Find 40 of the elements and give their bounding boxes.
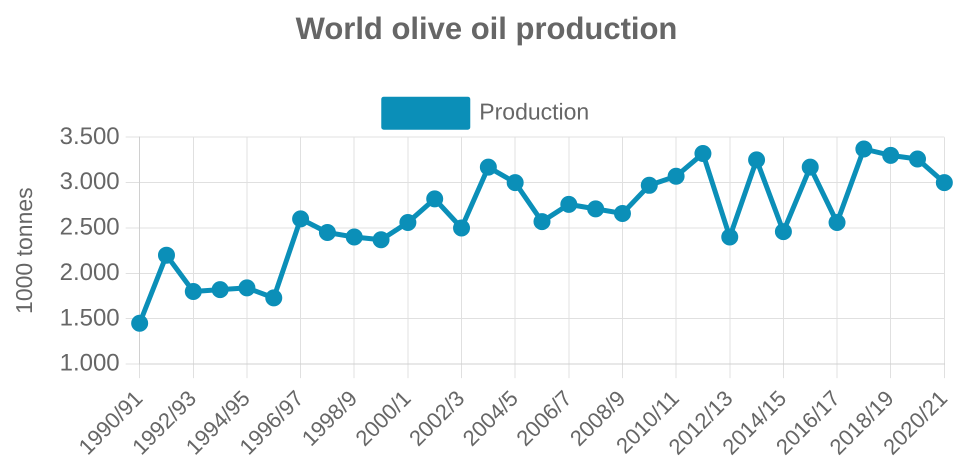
point	[936, 174, 953, 192]
point	[748, 151, 766, 168]
point	[506, 174, 524, 192]
point	[426, 190, 444, 208]
point	[480, 158, 497, 176]
point	[453, 219, 470, 236]
y-tick-label: 2.500	[60, 214, 120, 241]
point	[399, 214, 416, 232]
point	[855, 140, 872, 158]
point	[882, 146, 900, 164]
point	[640, 176, 658, 194]
point	[265, 289, 282, 306]
point	[668, 168, 685, 185]
point	[212, 281, 229, 298]
legend-label: Production	[479, 98, 590, 125]
point	[774, 223, 792, 240]
point	[614, 204, 631, 222]
point	[238, 279, 256, 296]
point	[721, 228, 738, 246]
chart-title: World olive oil production	[296, 11, 678, 46]
point	[372, 231, 390, 248]
y-axis-title: 1000 tonnes	[11, 187, 38, 314]
y-tick-label: 3.500	[60, 122, 120, 150]
point	[533, 213, 550, 230]
point	[587, 200, 604, 218]
point	[828, 214, 846, 232]
point	[318, 224, 336, 241]
point	[560, 196, 578, 213]
point	[184, 282, 202, 300]
point	[694, 145, 712, 162]
point	[909, 150, 926, 168]
point	[292, 210, 310, 228]
y-tick-label: 2.000	[60, 258, 120, 286]
y-tick-label: 1.500	[60, 304, 120, 332]
y-tick-label: 1.000	[60, 350, 120, 377]
point	[346, 228, 363, 246]
point	[158, 246, 175, 264]
point	[802, 158, 819, 176]
y-tick-label: 3.000	[60, 168, 120, 196]
point	[131, 314, 148, 332]
